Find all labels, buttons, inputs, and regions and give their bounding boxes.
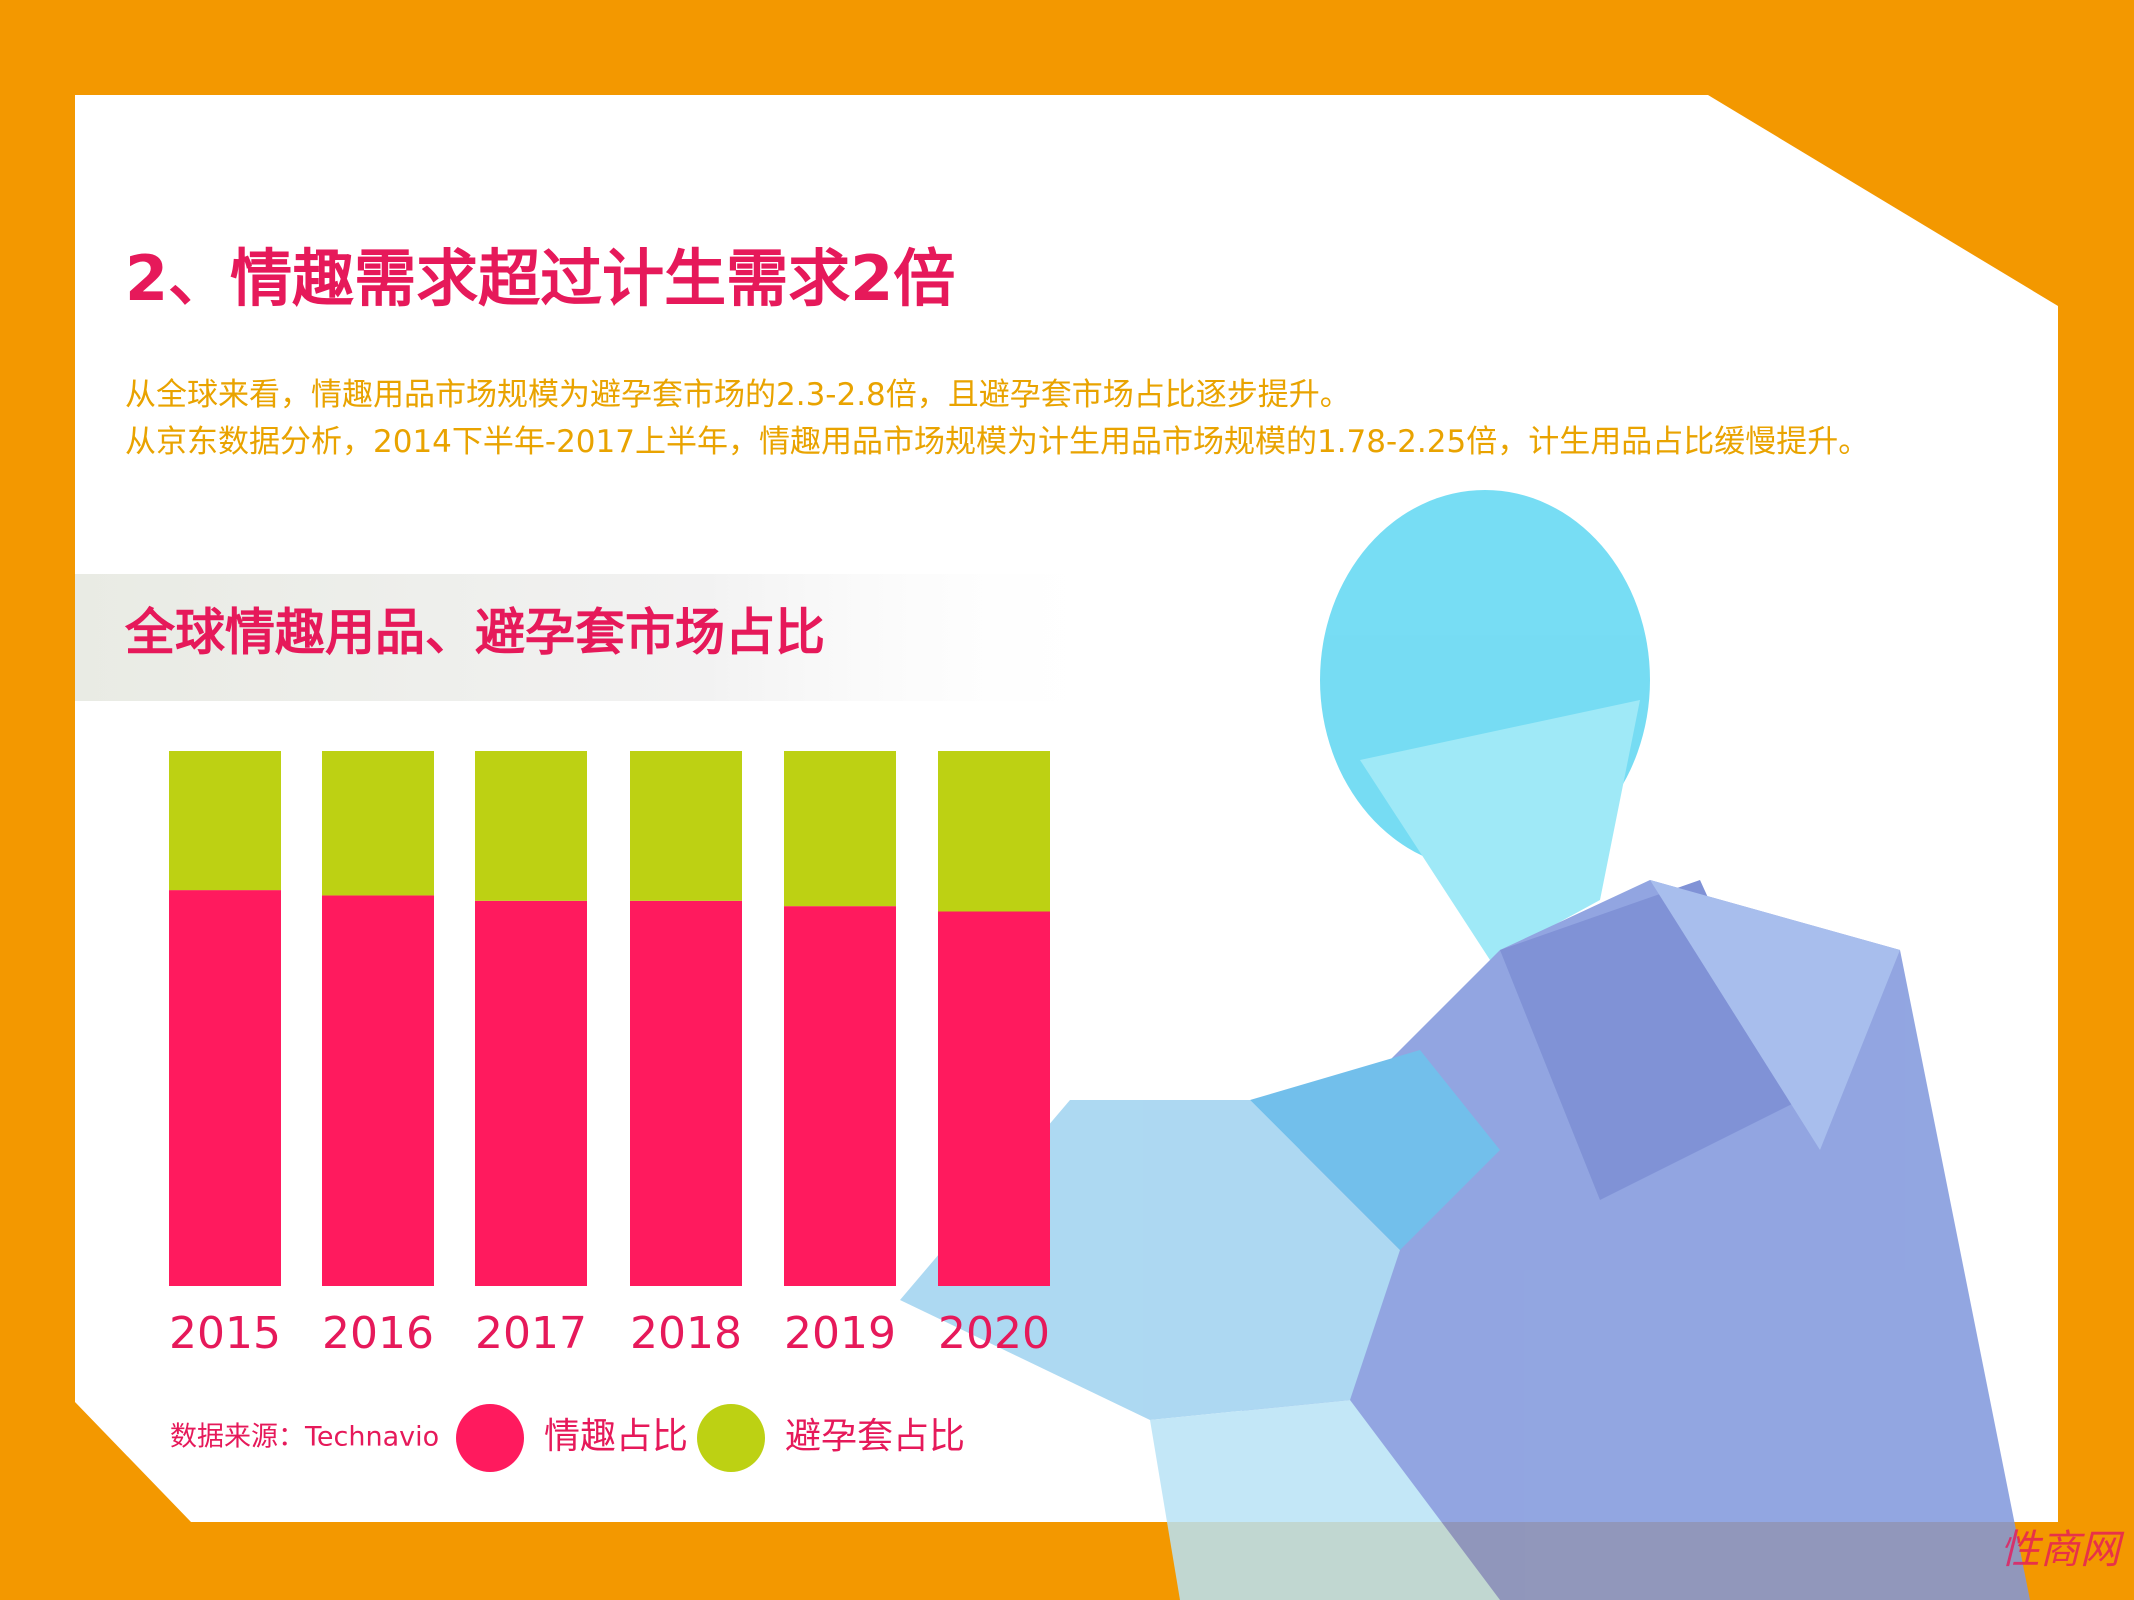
legend-swatch xyxy=(456,1404,524,1472)
x-tick-label: 2015 xyxy=(169,1308,281,1359)
x-tick-label: 2016 xyxy=(322,1308,434,1359)
bar-segment xyxy=(475,900,587,1286)
bar-segment xyxy=(169,751,281,891)
source-note: 数据来源：Technavio xyxy=(170,1422,439,1453)
paragraph: 从全球来看，情趣用品市场规模为避孕套市场的2.3-2.8倍，且避孕套市场占比逐步… xyxy=(125,377,1351,413)
bar-segment xyxy=(630,900,742,1286)
bar-segment xyxy=(169,890,281,1286)
chart-title: 全球情趣用品、避孕套市场占比 xyxy=(124,604,825,662)
subtitle-band xyxy=(75,574,1125,701)
bar-segment xyxy=(630,751,742,901)
bar-segment xyxy=(784,751,896,907)
x-tick-label: 2017 xyxy=(475,1308,587,1359)
bar-segment xyxy=(322,751,434,896)
description: 从全球来看，情趣用品市场规模为避孕套市场的2.3-2.8倍，且避孕套市场占比逐步… xyxy=(125,372,1945,466)
legend-label: 避孕套占比 xyxy=(785,1416,965,1457)
bar-segment xyxy=(938,911,1050,1286)
x-tick-label: 2020 xyxy=(938,1308,1050,1359)
bar-segment xyxy=(475,751,587,901)
paragraph: 从京东数据分析，2014下半年-2017上半年，情趣用品市场规模为计生用品市场规… xyxy=(125,424,1870,460)
bar-segment xyxy=(938,751,1050,912)
x-tick-label: 2018 xyxy=(630,1308,742,1359)
legend-swatch xyxy=(697,1404,765,1472)
bar-segment xyxy=(322,895,434,1286)
bar-segment xyxy=(784,906,896,1286)
legend-label: 情趣占比 xyxy=(544,1416,688,1457)
watermark: 性商网 xyxy=(2000,1527,2125,1573)
page-title: 2、情趣需求超过计生需求2倍 xyxy=(125,242,956,315)
x-tick-label: 2019 xyxy=(784,1308,896,1359)
